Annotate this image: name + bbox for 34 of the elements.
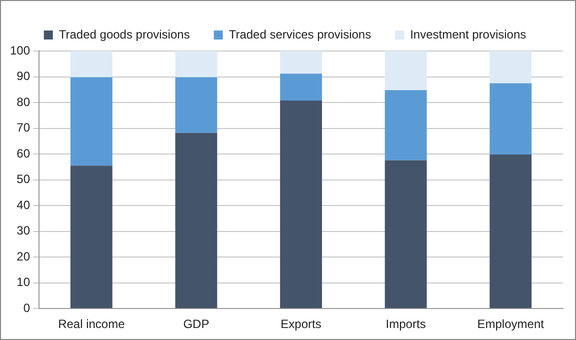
y-tick-label: 80 <box>16 94 30 109</box>
y-tick-label: 30 <box>16 224 30 238</box>
x-tick-label: Imports <box>386 317 426 332</box>
bar <box>280 100 322 308</box>
bar <box>280 74 322 100</box>
y-tick-label: 60 <box>16 146 30 160</box>
bar <box>384 160 427 308</box>
x-tick-label: Real income <box>58 317 126 332</box>
bar <box>175 132 218 308</box>
y-tick-label: 0 <box>23 300 30 315</box>
y-tick-label: 90 <box>16 69 30 84</box>
y-tick-label: 10 <box>16 275 30 290</box>
legend-label: Traded services provisions <box>228 27 372 42</box>
bar <box>70 166 112 308</box>
y-tick-label: 70 <box>16 120 30 135</box>
y-tick-label: 40 <box>16 198 30 212</box>
bar <box>384 90 427 160</box>
bar <box>70 77 112 166</box>
bar <box>384 51 427 90</box>
bar <box>490 51 532 84</box>
y-tick-label: 100 <box>10 43 30 58</box>
bar <box>175 51 218 78</box>
legend-label: Investment provisions <box>410 27 526 42</box>
bar <box>490 154 532 308</box>
y-tick-label: 50 <box>16 172 30 186</box>
legend-label: Traded goods provisions <box>58 27 190 42</box>
bar <box>490 83 532 155</box>
bar <box>175 77 218 133</box>
x-tick-label: Exports <box>280 317 322 332</box>
y-tick-label: 20 <box>16 249 30 264</box>
x-tick-label: Employment <box>477 317 545 332</box>
bar <box>70 51 112 78</box>
x-tick-label: GDP <box>183 317 210 332</box>
bar <box>280 51 322 74</box>
